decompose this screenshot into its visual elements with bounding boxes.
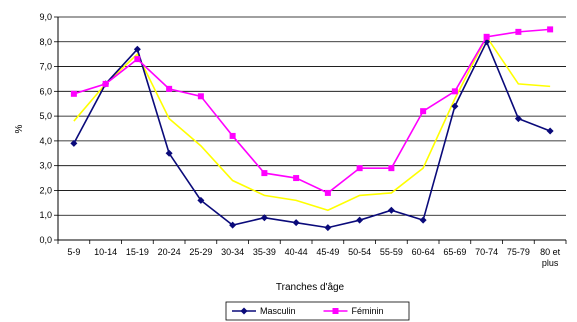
legend-item: Féminin: [323, 306, 384, 316]
data-point: [166, 85, 173, 92]
data-point: [451, 102, 459, 110]
data-point: [292, 219, 300, 227]
legend-marker: [240, 307, 248, 315]
x-tick-label: 5-9: [67, 247, 80, 257]
data-point: [197, 93, 204, 100]
data-point: [70, 139, 78, 147]
series-line: [73, 28, 551, 194]
x-axis-label: Tranches d'âge: [276, 282, 345, 293]
data-point: [229, 221, 237, 229]
legend: Masculin Féminin: [225, 301, 410, 321]
series-layer: [70, 26, 554, 232]
legend-box: [225, 301, 410, 321]
x-tick-label: 35-39: [253, 247, 276, 257]
data-point: [324, 224, 332, 232]
data-point: [261, 170, 268, 177]
data-point: [197, 196, 205, 204]
legend-label: Féminin: [352, 306, 384, 316]
data-point: [260, 214, 268, 222]
y-tick-label: 9,0: [39, 12, 52, 22]
x-tick-label: 30-34: [221, 247, 244, 257]
x-tick-label: 60-64: [412, 247, 435, 257]
data-point: [546, 127, 554, 135]
series-féminin: [70, 26, 554, 196]
data-point: [483, 33, 490, 40]
data-point: [356, 165, 363, 172]
data-point: [419, 216, 427, 224]
y-axis-label: %: [14, 124, 25, 133]
x-tick-labels: 5-9 10-14 15-19 20-24 25-29 30-34 35-39 40-44 45…: [67, 247, 560, 268]
data-point: [293, 175, 300, 182]
data-point: [324, 189, 331, 196]
data-point: [133, 45, 141, 53]
series-line: [73, 35, 551, 212]
data-point: [388, 165, 395, 172]
series-unlabeled: [73, 35, 551, 212]
legend-label: Masculin: [260, 306, 296, 316]
data-point: [515, 28, 522, 35]
data-point: [451, 88, 458, 95]
x-tick-label: 40-44: [285, 247, 308, 257]
x-tick-label: 50-54: [348, 247, 371, 257]
data-point: [420, 108, 427, 115]
y-tick-label: 1,0: [39, 210, 52, 220]
y-tick-labels: 0,0 1,0 2,0 3,0 4,0 5,0 6,0 7,0 8,0 9,0: [39, 12, 52, 245]
x-tick-label: 15-19: [126, 247, 149, 257]
y-tick-label: 8,0: [39, 37, 52, 47]
x-tick-label: 20-24: [158, 247, 181, 257]
y-tick-label: 0,0: [39, 235, 52, 245]
legend-marker: [332, 308, 339, 314]
series-line: [73, 39, 551, 229]
data-point: [547, 26, 554, 33]
x-tick-label: 55-59: [380, 247, 403, 257]
y-tick-label: 2,0: [39, 185, 52, 195]
data-point: [134, 56, 141, 63]
y-tick-label: 7,0: [39, 62, 52, 72]
y-tick-label: 6,0: [39, 86, 52, 96]
y-tick-label: 3,0: [39, 161, 52, 171]
data-point: [514, 115, 522, 123]
legend-item: Masculin: [232, 306, 296, 316]
series-masculin: [70, 38, 554, 232]
data-point: [356, 216, 364, 224]
y-tick-label: 5,0: [39, 111, 52, 121]
x-tick-label: 80 et plus: [540, 247, 561, 268]
x-tick-label: 10-14: [94, 247, 117, 257]
x-tick-label: 75-79: [507, 247, 530, 257]
data-point: [165, 149, 173, 157]
data-point: [102, 80, 109, 87]
y-tick-label: 4,0: [39, 136, 52, 146]
x-tick-label: 45-49: [316, 247, 339, 257]
data-point: [229, 132, 236, 139]
x-tick-label: 70-74: [475, 247, 498, 257]
x-tick-label: 65-69: [443, 247, 466, 257]
data-point: [387, 206, 395, 214]
axes: [54, 16, 567, 244]
x-tick-label: 25-29: [189, 247, 212, 257]
data-point: [70, 90, 77, 97]
